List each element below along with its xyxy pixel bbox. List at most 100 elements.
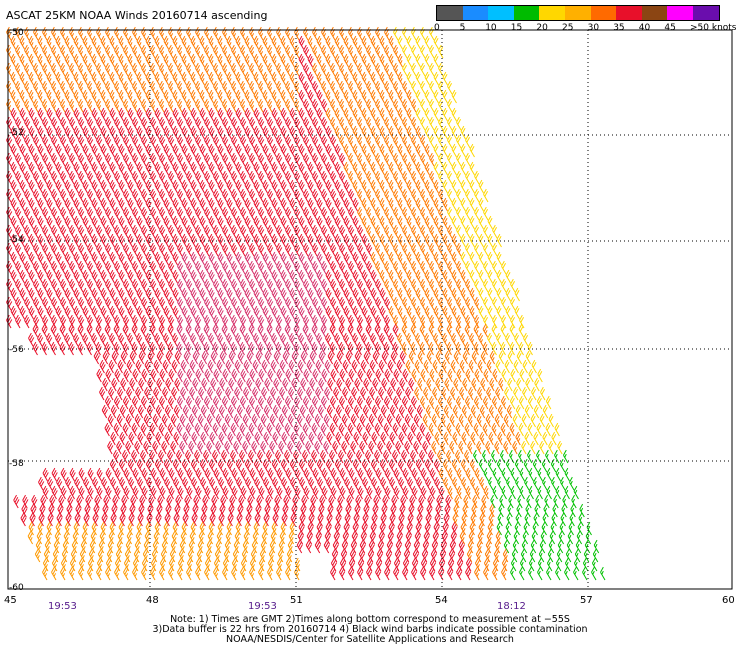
wind-barb	[190, 107, 197, 122]
wind-barb	[555, 485, 561, 500]
wind-barb	[64, 53, 70, 68]
wind-barb	[159, 206, 166, 221]
wind-barb	[10, 305, 17, 320]
wind-barb	[397, 161, 403, 176]
wind-barb	[434, 476, 441, 491]
wind-barb	[281, 431, 288, 446]
wind-barb	[46, 35, 52, 50]
wind-barb	[225, 530, 232, 545]
wind-barb	[482, 422, 488, 437]
wind-barb	[280, 269, 287, 284]
wind-barb	[217, 71, 223, 86]
wind-barb	[456, 188, 462, 203]
wind-barb	[226, 89, 232, 104]
wind-barb	[463, 494, 469, 509]
wind-barb	[109, 71, 115, 86]
wind-barb	[334, 161, 341, 176]
wind-barb	[105, 368, 112, 383]
wind-barb	[213, 134, 220, 149]
legend-swatch	[667, 6, 693, 20]
wind-barb	[360, 359, 367, 374]
wind-barb	[226, 305, 233, 320]
wind-barb	[142, 548, 149, 563]
wind-barb	[172, 215, 179, 230]
wind-barb	[234, 530, 241, 545]
wind-barb	[123, 152, 130, 167]
wind-barb	[447, 557, 455, 572]
wind-barb	[353, 404, 360, 419]
wind-barb	[168, 116, 175, 131]
wind-barb	[159, 116, 166, 131]
wind-barb	[454, 494, 460, 509]
wind-barb	[268, 548, 275, 563]
wind-barb	[119, 404, 126, 419]
wind-barb	[509, 422, 515, 437]
wind-barb	[289, 287, 296, 302]
wind-barb	[109, 287, 116, 302]
wind-barb	[181, 233, 188, 248]
wind-barb	[303, 314, 310, 329]
wind-barb	[183, 503, 190, 518]
wind-barb	[258, 566, 264, 581]
wind-barb	[348, 557, 356, 572]
wind-barb	[478, 179, 484, 194]
wind-barb	[416, 431, 423, 446]
wind-barb	[87, 206, 94, 221]
wind-barb	[217, 53, 223, 68]
wind-barb	[298, 125, 305, 140]
wind-barb	[408, 350, 415, 365]
wind-barb	[114, 566, 120, 581]
wind-barb	[361, 35, 367, 50]
wind-barb	[312, 152, 319, 167]
wind-barb	[29, 512, 36, 527]
wind-barb	[132, 44, 138, 59]
wind-barb	[96, 296, 103, 311]
wind-barb	[310, 494, 317, 509]
wind-barb	[411, 242, 417, 257]
wind-barb	[280, 287, 287, 302]
wind-barb	[433, 35, 439, 50]
wind-barb	[33, 278, 40, 293]
wind-barb	[352, 458, 360, 473]
wind-barb	[342, 386, 349, 401]
wind-barb	[430, 548, 438, 563]
wind-barb	[289, 215, 296, 230]
wind-barb	[501, 368, 507, 383]
wind-barb	[388, 458, 396, 473]
wind-barb	[379, 215, 385, 230]
wind-barb	[150, 566, 156, 581]
wind-barb	[393, 116, 399, 131]
wind-barb	[150, 170, 157, 185]
wind-barb	[356, 395, 364, 410]
wind-barb	[51, 278, 58, 293]
wind-barb	[82, 197, 89, 212]
wind-barb	[285, 206, 292, 221]
wind-barb	[485, 413, 491, 428]
wind-barb	[501, 557, 508, 572]
wind-barb	[424, 107, 430, 122]
wind-barb	[298, 458, 306, 473]
wind-barb	[388, 89, 394, 104]
wind-barb	[316, 35, 322, 50]
wind-barb	[352, 89, 358, 104]
wind-barb	[415, 251, 421, 266]
wind-barb	[363, 350, 370, 365]
wind-barb	[298, 197, 305, 212]
wind-barb	[383, 449, 390, 464]
wind-barb	[163, 215, 170, 230]
wind-barb	[46, 143, 53, 158]
wind-barb	[125, 413, 132, 428]
wind-barb	[244, 215, 251, 230]
wind-barb	[384, 44, 390, 59]
wind-barb	[150, 368, 157, 383]
wind-barb	[50, 341, 57, 356]
wind-barb	[408, 503, 415, 518]
wind-barb	[180, 530, 187, 545]
wind-barb	[302, 449, 309, 464]
wind-barb	[190, 332, 197, 347]
wind-barb	[348, 278, 355, 293]
wind-barb	[532, 521, 538, 536]
wind-barb	[321, 260, 328, 275]
wind-barb	[114, 98, 120, 113]
wind-barb	[82, 143, 89, 158]
